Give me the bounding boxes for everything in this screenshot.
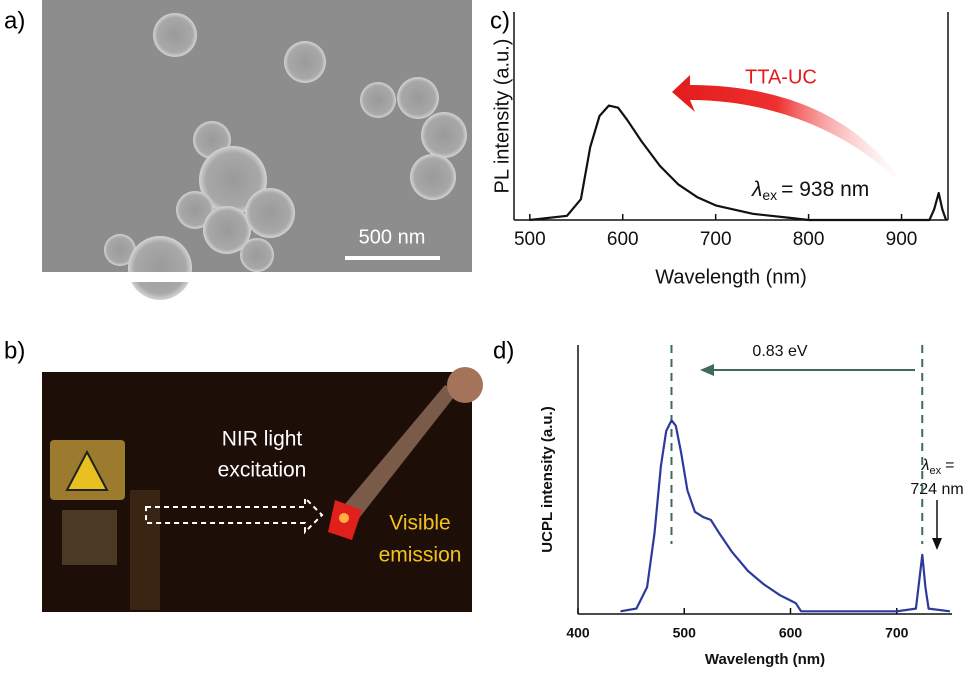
photo-text: emission [379, 544, 462, 567]
photo: NIR light excitation Visible emission [42, 367, 483, 612]
panel-label: d) [493, 337, 514, 364]
x-axis-label: Wavelength (nm) [705, 651, 825, 668]
x-tick-label: 500 [673, 625, 697, 641]
y-axis-label: PL intensity (a.u.) [491, 39, 513, 194]
x-axis-label: Wavelength (nm) [655, 266, 807, 288]
annotation-part: = 938 nm [781, 178, 869, 201]
annotation: TTA-UC [745, 66, 817, 88]
annotation-part: ex [929, 465, 941, 477]
photo-text: NIR light [222, 428, 303, 451]
x-tick-label: 800 [793, 229, 825, 250]
annotation: 724 nm [910, 481, 963, 498]
tta-arrow [672, 75, 905, 188]
panel-label: a) [4, 7, 25, 34]
panel-label: c) [490, 7, 510, 34]
annotation-part: λ [751, 178, 762, 201]
data-line [529, 104, 948, 222]
x-tick-label: 500 [514, 229, 546, 250]
x-tick-label: 600 [607, 229, 639, 250]
y-axis-label: UCPL intensity (a.u.) [539, 406, 556, 552]
panel-label: b) [4, 337, 25, 364]
photo-text: Visible [389, 512, 450, 535]
annotation: λex = 938 nm [751, 178, 869, 203]
photo-text: excitation [218, 459, 307, 482]
annotation-part: λ [921, 457, 930, 474]
scale-bar-label: 500 nm [359, 226, 426, 248]
sem-image: 500 nm [42, 0, 472, 300]
x-tick-label: 600 [779, 625, 803, 641]
data-line [620, 419, 951, 613]
x-tick-label: 700 [885, 625, 909, 641]
annotation: 0.83 eV [752, 343, 807, 360]
x-tick-label: 400 [566, 625, 590, 641]
annotation: λex = [921, 457, 955, 477]
energy-arrowhead [700, 364, 714, 376]
excitation-arrowhead [932, 538, 942, 550]
x-tick-label: 700 [700, 229, 732, 250]
x-tick-label: 900 [886, 229, 918, 250]
annotation-part: ex [762, 187, 777, 203]
annotation-part: = [945, 457, 954, 474]
